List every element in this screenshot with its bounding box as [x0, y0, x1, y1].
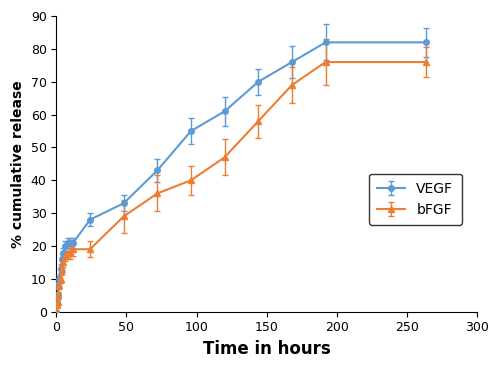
Y-axis label: % cumulative release: % cumulative release: [11, 80, 25, 248]
X-axis label: Time in hours: Time in hours: [203, 340, 330, 358]
Legend: VEGF, bFGF: VEGF, bFGF: [369, 173, 462, 225]
